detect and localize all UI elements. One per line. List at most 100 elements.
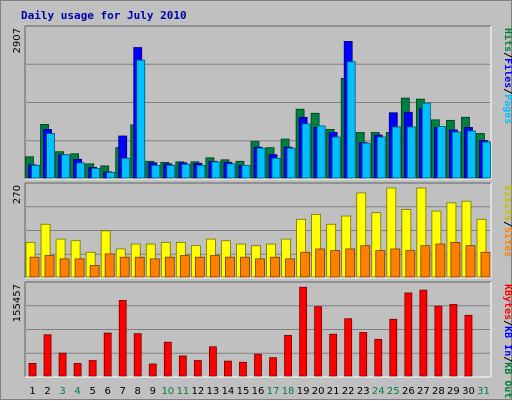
- bar-sites-day-4: [74, 258, 85, 278]
- bar-sites-day-26: [405, 250, 416, 278]
- bar-kbytes-day-17: [269, 357, 277, 377]
- day-label-29: 29: [447, 386, 460, 397]
- bar-kbytes-day-13: [209, 346, 217, 377]
- bar-kbytes-day-27: [419, 289, 428, 377]
- day-label-18: 18: [282, 386, 295, 397]
- day-label-16: 16: [252, 386, 265, 397]
- day-label-5: 5: [89, 386, 95, 397]
- day-label-25: 25: [387, 386, 400, 397]
- bar-pages-day-19: [301, 123, 311, 179]
- bar-sites-day-13: [210, 255, 220, 278]
- bar-sites-day-19: [300, 251, 310, 278]
- bar-sites-day-16: [255, 258, 265, 278]
- bar-pages-day-31: [482, 141, 491, 179]
- axis-legend-entry: /: [502, 88, 512, 94]
- bar-sites-day-21: [330, 250, 341, 278]
- bar-sites-day-9: [149, 258, 160, 278]
- axis-legend-entry: /: [502, 356, 512, 362]
- axis-legend: Hits/Files/Pages: [502, 28, 512, 124]
- bar-sites-day-6: [104, 253, 115, 278]
- day-label-3: 3: [59, 386, 65, 397]
- y-max-label: 155457: [12, 284, 23, 322]
- bar-sites-day-14: [225, 256, 235, 278]
- bar-kbytes-day-2: [43, 334, 52, 377]
- day-label-15: 15: [237, 386, 250, 397]
- axis-legend-entry: Pages: [502, 94, 512, 124]
- bar-kbytes-day-16: [254, 353, 262, 377]
- bar-sites-day-7: [119, 256, 130, 278]
- day-label-10: 10: [161, 386, 174, 397]
- bar-pages-day-27: [421, 102, 431, 179]
- bar-sites-day-3: [59, 258, 70, 278]
- axis-legend-entry: KB Out: [502, 362, 512, 398]
- day-label-2: 2: [44, 386, 50, 397]
- bar-kbytes-day-9: [148, 363, 157, 377]
- day-label-19: 19: [297, 386, 310, 397]
- bar-kbytes-day-11: [178, 355, 187, 377]
- bar-pages-day-23: [361, 142, 371, 179]
- day-label-7: 7: [120, 386, 126, 397]
- bar-sites-day-5: [89, 265, 100, 278]
- bar-pages-day-6: [106, 172, 116, 179]
- bar-kbytes-day-15: [239, 361, 247, 377]
- bar-pages-day-29: [452, 131, 461, 179]
- day-label-11: 11: [176, 386, 189, 397]
- bar-kbytes-day-22: [344, 318, 353, 377]
- bar-pages-day-22: [346, 61, 356, 179]
- bar-kbytes-day-25: [389, 318, 398, 377]
- bar-pages-day-8: [136, 59, 146, 179]
- panel-visits-sites: 270 Visits/Sites: [12, 182, 512, 279]
- axis-legend-entry: /: [502, 221, 512, 227]
- axis-legend: KBytes/KB In/KB Out: [502, 284, 512, 398]
- day-label-22: 22: [342, 386, 355, 397]
- bar-sites-day-18: [285, 258, 295, 278]
- bar-pages-day-25: [391, 126, 401, 179]
- bar-kbytes-day-21: [329, 333, 338, 377]
- bar-kbytes-day-3: [58, 352, 67, 377]
- bar-pages-day-3: [61, 154, 70, 179]
- bar-sites-day-8: [134, 256, 145, 278]
- bar-pages-day-18: [286, 147, 296, 179]
- bar-kbytes-day-10: [163, 341, 172, 377]
- bar-sites-day-10: [164, 256, 175, 278]
- bar-pages-day-13: [211, 161, 221, 179]
- day-label-21: 21: [327, 386, 340, 397]
- bar-pages-day-5: [91, 167, 101, 179]
- bar-sites-day-24: [375, 250, 386, 278]
- bar-sites-day-27: [420, 245, 431, 278]
- bar-kbytes-day-19: [299, 286, 307, 377]
- bar-pages-day-7: [121, 157, 131, 179]
- day-label-31: 31: [477, 386, 490, 397]
- panel-hits-files-pages: 2907 Hits/Files/Pages: [12, 25, 512, 180]
- y-max-label: 270: [12, 185, 23, 204]
- day-label-4: 4: [74, 386, 80, 397]
- bar-sites-day-15: [240, 256, 250, 278]
- day-label-8: 8: [135, 386, 141, 397]
- day-label-26: 26: [402, 386, 415, 397]
- bar-sites-day-23: [360, 245, 371, 278]
- axis-legend-entry: Hits: [502, 28, 512, 52]
- bar-kbytes-day-20: [314, 306, 323, 377]
- bar-sites-day-22: [345, 248, 356, 278]
- axis-legend-entry: Sites: [502, 227, 512, 257]
- day-label-27: 27: [417, 386, 430, 397]
- bar-pages-day-4: [76, 162, 86, 179]
- bar-kbytes-day-6: [103, 332, 112, 377]
- day-label-12: 12: [192, 386, 205, 397]
- bar-pages-day-21: [331, 136, 341, 179]
- axis-legend-entry: Files: [502, 58, 512, 88]
- bar-sites-day-17: [270, 256, 280, 278]
- axis-legend-entry: /: [502, 52, 512, 58]
- panel-kbytes: 155457 KBytes/KB In/KB Out: [12, 281, 512, 398]
- bar-sites-day-30: [465, 245, 476, 278]
- bar-kbytes-day-18: [284, 334, 292, 377]
- day-label-13: 13: [207, 386, 220, 397]
- bar-sites-day-28: [435, 243, 446, 278]
- bar-kbytes-day-30: [464, 314, 473, 377]
- bar-pages-day-16: [256, 147, 266, 179]
- bar-pages-day-15: [241, 164, 251, 179]
- bar-pages-day-2: [46, 133, 55, 179]
- bar-pages-day-10: [166, 164, 176, 179]
- axis-legend: Visits/Sites: [502, 185, 512, 257]
